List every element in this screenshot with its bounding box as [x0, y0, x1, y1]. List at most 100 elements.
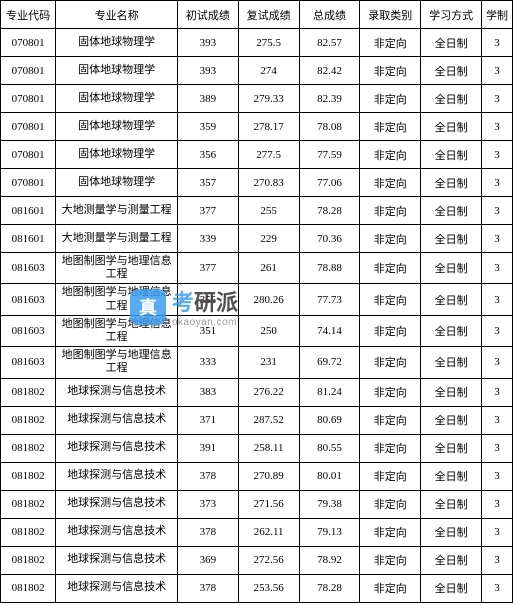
table-cell: 非定向	[360, 434, 421, 462]
table-cell: 393	[177, 29, 238, 57]
table-body: 070801固体地球物理学393275.582.57非定向全日制3070801固…	[1, 29, 513, 603]
table-cell: 3	[481, 225, 512, 253]
table-cell: 081802	[1, 546, 56, 574]
table-cell: 3	[481, 169, 512, 197]
table-row: 081802地球探测与信息技术371287.5280.69非定向全日制3	[1, 406, 513, 434]
table-cell: 229	[238, 225, 299, 253]
table-cell: 272.56	[238, 546, 299, 574]
table-cell: 276.22	[238, 378, 299, 406]
table-cell: 地球探测与信息技术	[56, 518, 178, 546]
table-cell: 081601	[1, 225, 56, 253]
table-cell: 全日制	[421, 434, 482, 462]
admissions-table: 专业代码 专业名称 初试成绩 复试成绩 总成绩 录取类别 学习方式 学制 070…	[0, 0, 513, 603]
table-cell: 081802	[1, 490, 56, 518]
table-cell: 非定向	[360, 169, 421, 197]
table-cell: 全日制	[421, 378, 482, 406]
table-cell: 250	[238, 315, 299, 346]
table-header-row: 专业代码 专业名称 初试成绩 复试成绩 总成绩 录取类别 学习方式 学制	[1, 1, 513, 29]
table-cell: 3	[481, 197, 512, 225]
table-cell: 全日制	[421, 225, 482, 253]
table-cell: 固体地球物理学	[56, 85, 178, 113]
table-cell: 固体地球物理学	[56, 113, 178, 141]
table-cell: 79.38	[299, 490, 360, 518]
table-cell: 393	[177, 57, 238, 85]
table-cell: 78.08	[299, 113, 360, 141]
table-cell: 69.72	[299, 347, 360, 378]
table-cell: 78.88	[299, 253, 360, 284]
table-cell: 非定向	[360, 57, 421, 85]
table-cell: 081802	[1, 574, 56, 602]
table-cell: 全日制	[421, 197, 482, 225]
table-row: 081603地图制图学与地理信息工程35125074.14非定向全日制3	[1, 315, 513, 346]
table-cell: 非定向	[360, 29, 421, 57]
table-cell: 全日制	[421, 169, 482, 197]
table-cell: 82.57	[299, 29, 360, 57]
table-cell: 359	[177, 113, 238, 141]
table-cell: 地球探测与信息技术	[56, 406, 178, 434]
table-cell: 389	[177, 85, 238, 113]
table-cell: 70.36	[299, 225, 360, 253]
table-cell: 391	[177, 434, 238, 462]
table-cell: 全日制	[421, 462, 482, 490]
table-cell: 固体地球物理学	[56, 29, 178, 57]
table-cell: 3	[481, 347, 512, 378]
table-cell: 全日制	[421, 546, 482, 574]
table-cell: 333	[177, 347, 238, 378]
table-cell: 081802	[1, 462, 56, 490]
table-cell: 全日制	[421, 253, 482, 284]
table-cell: 78.28	[299, 197, 360, 225]
table-cell: 070801	[1, 57, 56, 85]
table-cell: 3	[481, 29, 512, 57]
table-cell: 大地测量学与测量工程	[56, 197, 178, 225]
table-cell: 373	[177, 490, 238, 518]
table-cell: 377	[177, 253, 238, 284]
table-cell: 全日制	[421, 29, 482, 57]
table-cell: 80.69	[299, 406, 360, 434]
table-cell: 78.28	[299, 574, 360, 602]
table-cell: 非定向	[360, 85, 421, 113]
table-cell: 81.24	[299, 378, 360, 406]
header-total-score: 总成绩	[299, 1, 360, 29]
table-cell: 278.17	[238, 113, 299, 141]
table-cell: 全日制	[421, 141, 482, 169]
table-cell: 081603	[1, 284, 56, 315]
header-prelim-score: 初试成绩	[177, 1, 238, 29]
table-cell: 地球探测与信息技术	[56, 574, 178, 602]
table-cell: 3	[481, 574, 512, 602]
table-cell: 地球探测与信息技术	[56, 462, 178, 490]
table-cell: 80.01	[299, 462, 360, 490]
table-cell: 369	[177, 546, 238, 574]
table-cell: 070801	[1, 141, 56, 169]
table-cell: 270.89	[238, 462, 299, 490]
table-cell: 356	[177, 141, 238, 169]
table-cell: 非定向	[360, 378, 421, 406]
table-cell: 全日制	[421, 406, 482, 434]
table-cell: 74.14	[299, 315, 360, 346]
table-cell: 3	[481, 378, 512, 406]
table-row: 070801固体地球物理学357270.8377.06非定向全日制3	[1, 169, 513, 197]
table-cell: 081601	[1, 197, 56, 225]
table-row: 070801固体地球物理学393275.582.57非定向全日制3	[1, 29, 513, 57]
table-cell: 070801	[1, 113, 56, 141]
table-cell: 081802	[1, 518, 56, 546]
table-cell: 3	[481, 434, 512, 462]
table-cell: 261	[238, 253, 299, 284]
table-cell: 地图制图学与地理信息工程	[56, 253, 178, 284]
table-cell: 全日制	[421, 113, 482, 141]
table-cell: 非定向	[360, 141, 421, 169]
table-row: 081603地图制图学与地理信息工程355280.2677.73非定向全日制3	[1, 284, 513, 315]
table-cell: 固体地球物理学	[56, 169, 178, 197]
table-cell: 231	[238, 347, 299, 378]
table-cell: 070801	[1, 169, 56, 197]
table-cell: 78.92	[299, 546, 360, 574]
table-cell: 3	[481, 462, 512, 490]
header-years: 学制	[481, 1, 512, 29]
table-cell: 地球探测与信息技术	[56, 546, 178, 574]
table-row: 070801固体地球物理学39327482.42非定向全日制3	[1, 57, 513, 85]
table-cell: 80.55	[299, 434, 360, 462]
table-cell: 377	[177, 197, 238, 225]
table-cell: 固体地球物理学	[56, 141, 178, 169]
table-cell: 地图制图学与地理信息工程	[56, 315, 178, 346]
table-cell: 全日制	[421, 284, 482, 315]
table-cell: 非定向	[360, 113, 421, 141]
